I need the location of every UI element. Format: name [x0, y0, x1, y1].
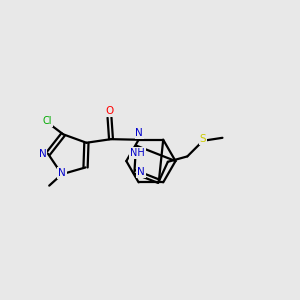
Text: O: O	[105, 106, 114, 116]
Text: S: S	[200, 134, 206, 144]
Text: NH: NH	[130, 148, 145, 158]
Text: N: N	[39, 149, 46, 159]
Text: N: N	[58, 168, 66, 178]
Text: Cl: Cl	[43, 116, 52, 126]
Text: N: N	[135, 128, 143, 138]
Text: N: N	[137, 167, 145, 177]
